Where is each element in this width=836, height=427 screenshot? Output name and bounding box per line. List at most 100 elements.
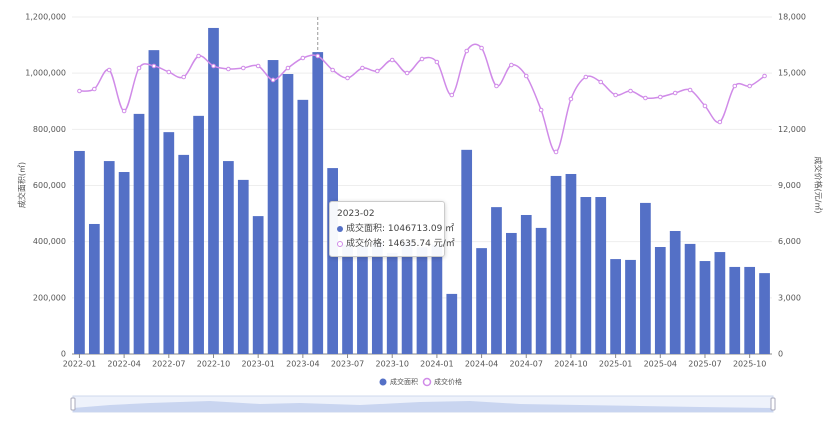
x-tick-label: 2022-01 xyxy=(63,360,96,369)
y2-tick-label: 15,000 xyxy=(778,69,806,78)
x-tick-label: 2024-07 xyxy=(510,360,543,369)
point xyxy=(717,119,723,125)
tooltip-dot xyxy=(337,225,343,232)
y-tick-label: 1,200,000 xyxy=(25,13,66,22)
bar xyxy=(744,266,756,354)
point xyxy=(628,88,633,94)
x-tick-label: 2023-07 xyxy=(331,360,364,369)
point xyxy=(285,65,291,71)
x-tick-label: 2023-10 xyxy=(375,360,408,369)
point xyxy=(345,75,350,81)
slider-handle[interactable] xyxy=(70,397,76,411)
bar xyxy=(312,52,324,355)
bar xyxy=(550,175,562,354)
y2-tick-label: 6,000 xyxy=(778,237,801,246)
point xyxy=(404,70,410,76)
x-tick-label: 2024-01 xyxy=(420,360,453,369)
y-tick-label: 400,000 xyxy=(33,237,66,246)
bar xyxy=(506,232,517,354)
point xyxy=(479,45,484,51)
point xyxy=(672,90,678,96)
bar xyxy=(669,230,681,354)
bar xyxy=(252,216,264,354)
point xyxy=(92,86,97,92)
point xyxy=(613,92,618,98)
y2-tick-label: 3,000 xyxy=(778,293,801,302)
point xyxy=(151,63,157,69)
bar xyxy=(193,115,204,354)
y-tick-label: 200,000 xyxy=(33,293,66,302)
y2-tick-label: 12,000 xyxy=(778,125,806,134)
x-tick-label: 2022-10 xyxy=(197,360,230,369)
x-tick-label: 2022-07 xyxy=(152,360,185,369)
point xyxy=(240,65,246,71)
bar xyxy=(297,99,309,355)
bar xyxy=(371,241,383,354)
y2-tick-label: 9,000 xyxy=(778,181,801,190)
bar xyxy=(237,179,249,354)
bar xyxy=(357,245,368,354)
x-tick-label: 2024-04 xyxy=(465,360,498,369)
x-tick-label: 2025-01 xyxy=(599,360,632,369)
bar xyxy=(267,60,279,355)
bar xyxy=(535,227,547,354)
bar xyxy=(208,27,219,354)
point xyxy=(106,67,112,73)
point xyxy=(121,108,127,114)
bar xyxy=(327,168,338,354)
x-tick-label: 2025-04 xyxy=(644,360,677,369)
point xyxy=(360,65,365,71)
point xyxy=(464,48,469,54)
bar xyxy=(684,243,696,354)
point xyxy=(270,77,276,83)
x-tick-label: 2024-10 xyxy=(554,360,587,369)
x-tick-label: 2023-01 xyxy=(241,360,274,369)
y-tick-label: 800,000 xyxy=(33,125,66,134)
point xyxy=(762,73,767,79)
point xyxy=(538,107,544,113)
point xyxy=(300,55,306,61)
y2-axis-label: 成交价格(元/㎡) xyxy=(814,157,824,214)
point xyxy=(166,69,172,75)
bar xyxy=(580,197,592,354)
x-tick-label: 2025-10 xyxy=(733,360,766,369)
y-tick-label: 0 xyxy=(61,350,66,359)
point xyxy=(226,66,231,72)
point xyxy=(568,96,574,102)
slider-preview xyxy=(73,401,773,412)
tooltip-row: 成交面积: 1046713.09 ㎡ xyxy=(337,221,454,234)
point xyxy=(211,63,216,69)
y2-tick-label: 0 xyxy=(778,350,783,359)
point xyxy=(702,103,708,109)
tooltip: 2023-02 成交面积: 1046713.09 ㎡ 成交价格: 14635.7… xyxy=(329,201,455,257)
point xyxy=(419,56,425,62)
bar xyxy=(461,149,473,354)
tooltip-dot xyxy=(337,240,343,247)
bar xyxy=(118,172,130,354)
bar xyxy=(74,150,85,354)
bar xyxy=(654,247,666,354)
point xyxy=(643,95,648,101)
bar xyxy=(401,241,413,354)
bar xyxy=(610,259,621,354)
bar xyxy=(416,247,428,354)
bar xyxy=(476,248,487,354)
bar xyxy=(342,244,353,354)
point xyxy=(657,94,663,100)
slider-handle[interactable] xyxy=(770,397,776,411)
x-tick-label: 2022-04 xyxy=(107,360,140,369)
bar xyxy=(640,202,651,354)
point xyxy=(553,149,559,155)
y-axis-label: 成交面积(㎡) xyxy=(17,162,27,208)
bar xyxy=(386,252,398,354)
bar xyxy=(133,113,145,354)
tooltip-row: 成交价格: 14635.74 元/㎡ xyxy=(337,236,455,249)
bar xyxy=(491,207,502,354)
point xyxy=(687,87,693,93)
bar xyxy=(223,161,234,354)
legend-label: 成交价格 xyxy=(434,377,462,386)
bar xyxy=(282,74,294,355)
point xyxy=(494,83,499,89)
